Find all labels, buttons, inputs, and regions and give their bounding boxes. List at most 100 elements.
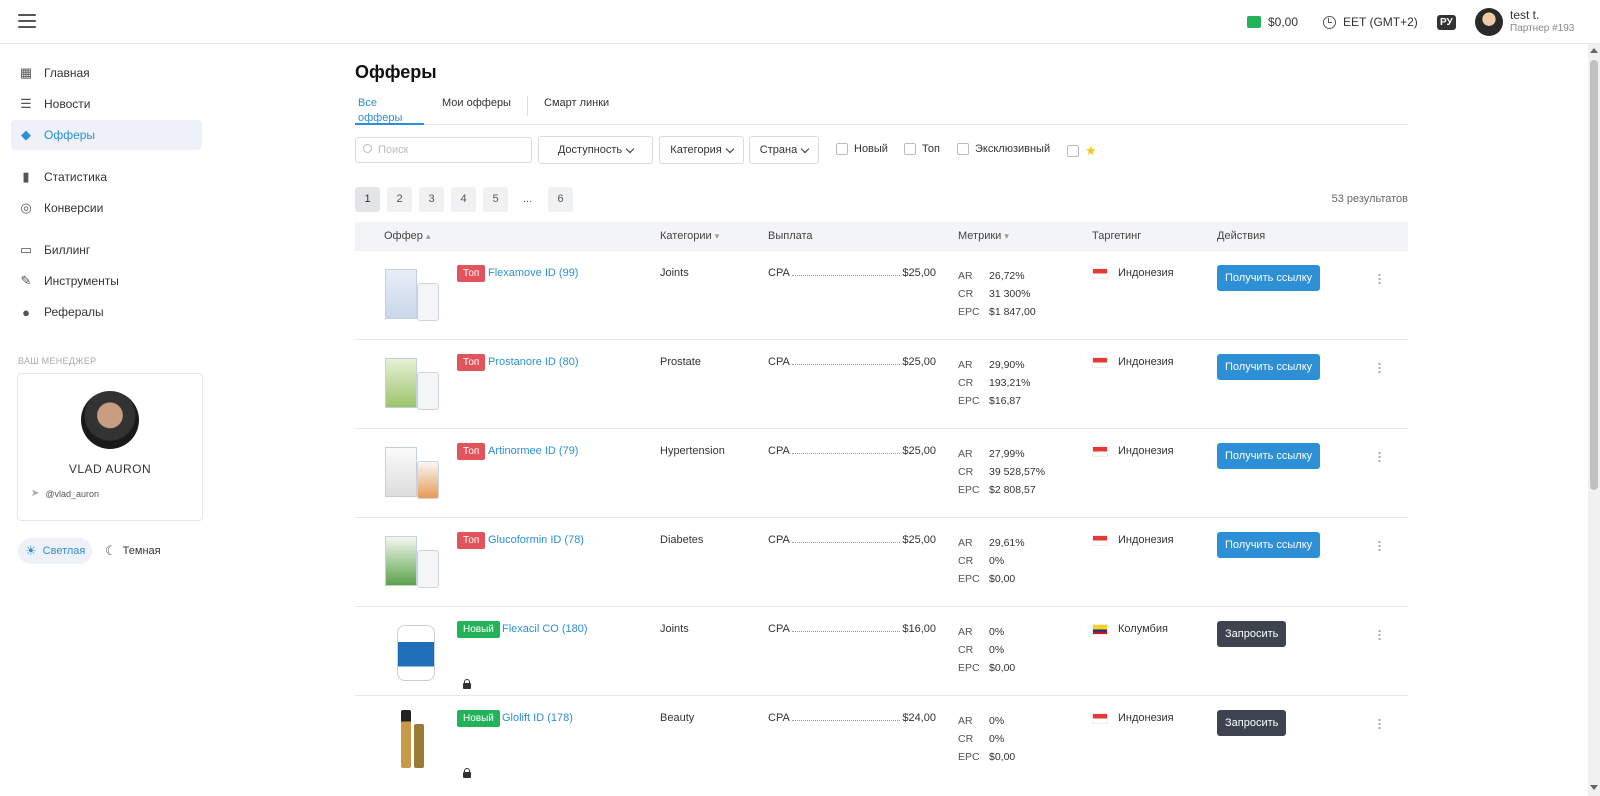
column-metrics[interactable]: Метрики ▾ (958, 230, 1009, 242)
search-input[interactable]: Поиск (355, 137, 532, 163)
flag-icon (1092, 712, 1108, 724)
sidebar-item-statistics[interactable]: ▮ Статистика (11, 162, 202, 192)
avatar (1475, 8, 1503, 36)
offer-category: Joints (660, 623, 689, 635)
manager-section-title: ВАШ МЕНЕДЖЕР (18, 356, 97, 366)
offer-category: Diabetes (660, 534, 704, 546)
filter-top-checkbox[interactable]: Топ (904, 143, 940, 155)
column-categories[interactable]: Категории ▾ (660, 230, 720, 242)
column-offer[interactable]: Оффер ▴ (384, 230, 431, 242)
get-link-button[interactable]: Получить ссылку (1217, 443, 1321, 469)
sidebar-item-conversions[interactable]: ◎ Конверсии (11, 193, 202, 223)
checkbox[interactable] (904, 143, 916, 155)
sidebar-item-label: Рефералы (44, 305, 104, 319)
status-badge: Топ (457, 443, 486, 460)
offer-payout: CPA $25,00 (768, 267, 936, 279)
dropdown-label: Доступность (557, 144, 623, 156)
tab-all-offers[interactable]: Все офферы (355, 96, 424, 125)
scroll-thumb[interactable] (1590, 60, 1598, 490)
request-button[interactable]: Запросить (1217, 621, 1287, 647)
more-icon[interactable] (1378, 451, 1381, 463)
table-header: Оффер ▴ Категории ▾ Выплата Метрики ▾ Та… (355, 222, 1408, 251)
sidebar-item-billing[interactable]: ▭ Биллинг (11, 235, 202, 265)
page-button[interactable]: 4 (451, 187, 476, 212)
filter-exclusive-checkbox[interactable]: Эксклюзивный (957, 143, 1050, 155)
user-partner-id: Партнер #193 (1510, 23, 1575, 34)
offer-link[interactable]: Artinormee ID (79) (488, 445, 579, 457)
page-button[interactable]: 1 (355, 187, 380, 212)
theme-light-label: Светлая (42, 545, 86, 557)
table-row: Топ Prostanore ID (80) Prostate CPA $25,0… (355, 340, 1408, 429)
more-icon[interactable] (1378, 273, 1381, 285)
country-dropdown[interactable]: Страна (749, 136, 819, 164)
sidebar-item-tools[interactable]: ✎ Инструменты (11, 266, 202, 296)
offer-link[interactable]: Flexacil CO (180) (502, 623, 588, 635)
filter-new-checkbox[interactable]: Новый (836, 143, 888, 155)
star-icon: ★ (1085, 143, 1097, 158)
offer-payout: CPA $25,00 (768, 356, 936, 368)
manager-telegram[interactable]: ➤ @vlad_auron (31, 488, 99, 499)
bar-chart-icon: ▮ (22, 169, 30, 184)
sidebar-item-offers[interactable]: ◆ Офферы (11, 120, 202, 150)
offer-link[interactable]: Prostanore ID (80) (488, 356, 579, 368)
page-button[interactable]: 6 (548, 187, 573, 212)
page-button[interactable]: 3 (419, 187, 444, 212)
results-count: 53 результатов (1331, 193, 1408, 205)
page-button[interactable]: 5 (483, 187, 508, 212)
sidebar-item-home[interactable]: ▦ Главная (11, 58, 202, 88)
language-switch[interactable]: РУ (1437, 0, 1456, 44)
timezone[interactable]: EET (GMT+2) (1323, 0, 1418, 44)
offer-metrics: AR 26,72% CR 31 300% EPC $1 847,00 (958, 270, 1036, 318)
offer-link[interactable]: Glucoformin ID (78) (488, 534, 584, 546)
offer-category: Hypertension (660, 445, 725, 457)
target-icon: ◎ (20, 200, 32, 215)
more-icon[interactable] (1378, 718, 1381, 730)
scrollbar[interactable] (1588, 44, 1600, 796)
table-row: Топ Artinormee ID (79) Hypertension CPA $… (355, 429, 1408, 518)
offer-metrics: AR 0% CR 0% EPC $0,00 (958, 626, 1016, 674)
offer-category: Beauty (660, 712, 695, 724)
scroll-up-icon[interactable] (1590, 48, 1598, 53)
get-link-button[interactable]: Получить ссылку (1217, 354, 1321, 380)
sidebar-item-news[interactable]: ☰ Новости (11, 89, 202, 119)
offer-payout: CPA $25,00 (768, 445, 936, 457)
user-menu[interactable]: test t. Партнер #193 (1475, 0, 1574, 44)
sidebar-item-label: Статистика (44, 170, 108, 184)
menu-icon[interactable] (18, 14, 36, 28)
checkbox[interactable] (957, 143, 969, 155)
sidebar-item-label: Новости (44, 97, 91, 111)
language-label: РУ (1437, 14, 1456, 30)
tab-smart-links[interactable]: Смарт линки (544, 97, 610, 109)
balance-value: $0,00 (1268, 15, 1299, 29)
get-link-button[interactable]: Получить ссылку (1217, 532, 1321, 558)
availability-dropdown[interactable]: Доступность (538, 136, 653, 164)
search-icon (363, 144, 372, 153)
tab-my-offers[interactable]: Мои офферы (442, 97, 511, 109)
theme-light-button[interactable]: ☀ Светлая (18, 538, 93, 564)
sidebar-item-label: Инструменты (44, 274, 119, 288)
balance[interactable]: $0,00 (1247, 0, 1298, 44)
more-icon[interactable] (1378, 629, 1381, 641)
checkbox[interactable] (1067, 145, 1079, 157)
status-badge: Новый (457, 621, 500, 638)
manager-telegram-handle: @vlad_auron (45, 488, 100, 499)
get-link-button[interactable]: Получить ссылку (1217, 265, 1321, 291)
theme-dark-button[interactable]: ☾ Темная (98, 538, 168, 564)
more-icon[interactable] (1378, 540, 1381, 552)
column-targeting: Таргетинг (1092, 230, 1142, 242)
category-dropdown[interactable]: Категория (659, 136, 744, 164)
checkbox[interactable] (836, 143, 848, 155)
telegram-icon: ➤ (31, 488, 40, 499)
request-button[interactable]: Запросить (1217, 710, 1287, 736)
manager-card: VLAD AURON ➤ @vlad_auron (17, 373, 203, 521)
sidebar-item-referrals[interactable]: ● Рефералы (11, 297, 202, 327)
offer-category: Joints (660, 267, 689, 279)
page-button[interactable]: 2 (387, 187, 412, 212)
wrench-icon: ✎ (20, 273, 32, 288)
more-icon[interactable] (1378, 362, 1381, 374)
scroll-down-icon[interactable] (1590, 785, 1598, 790)
filter-favorite-checkbox[interactable]: ★ (1067, 143, 1097, 159)
offer-link[interactable]: Flexamove ID (99) (488, 267, 579, 279)
offer-link[interactable]: Glolift ID (178) (502, 712, 573, 724)
product-image (383, 265, 445, 323)
